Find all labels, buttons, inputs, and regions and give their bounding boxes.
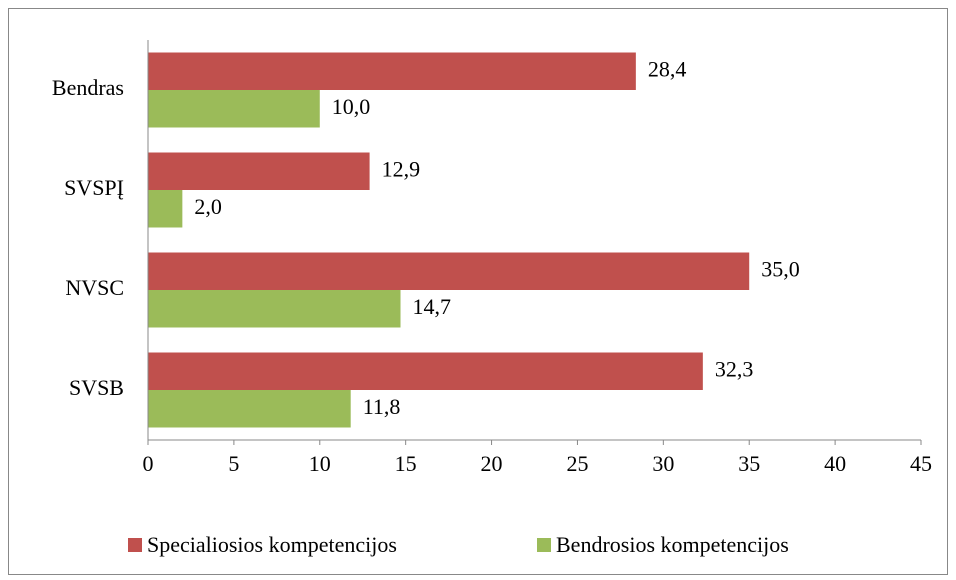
x-tick-label: 40 bbox=[824, 451, 846, 476]
bar bbox=[148, 190, 183, 228]
x-tick-label: 30 bbox=[652, 451, 674, 476]
bar bbox=[148, 290, 401, 328]
value-label: 32,3 bbox=[715, 356, 754, 381]
x-tick-label: 25 bbox=[566, 451, 588, 476]
value-label: 2,0 bbox=[194, 194, 222, 219]
y-tick-label: SVSB bbox=[69, 375, 124, 400]
value-label: 12,9 bbox=[382, 156, 421, 181]
bar bbox=[148, 90, 320, 128]
x-tick-label: 20 bbox=[481, 451, 503, 476]
bar bbox=[148, 352, 703, 390]
value-label: 11,8 bbox=[363, 394, 401, 419]
x-tick-label: 0 bbox=[143, 451, 154, 476]
y-tick-label: NVSC bbox=[65, 275, 124, 300]
value-label: 35,0 bbox=[761, 256, 800, 281]
x-tick-label: 15 bbox=[395, 451, 417, 476]
bar bbox=[148, 52, 636, 90]
y-tick-label: SVSPĮ bbox=[64, 175, 124, 200]
legend-swatch bbox=[537, 538, 551, 552]
x-tick-label: 5 bbox=[228, 451, 239, 476]
y-tick-label: Bendras bbox=[52, 75, 124, 100]
x-tick-label: 10 bbox=[309, 451, 331, 476]
bar bbox=[148, 252, 750, 290]
x-tick-label: 45 bbox=[910, 451, 932, 476]
bar bbox=[148, 152, 370, 190]
x-tick-label: 35 bbox=[738, 451, 760, 476]
value-label: 10,0 bbox=[332, 94, 371, 119]
value-label: 14,7 bbox=[413, 294, 452, 319]
bar bbox=[148, 390, 351, 428]
value-label: 28,4 bbox=[648, 56, 687, 81]
legend-swatch bbox=[128, 538, 142, 552]
legend-label: Bendrosios kompetencijos bbox=[556, 532, 789, 557]
legend-label: Specialiosios kompetencijos bbox=[147, 532, 397, 557]
